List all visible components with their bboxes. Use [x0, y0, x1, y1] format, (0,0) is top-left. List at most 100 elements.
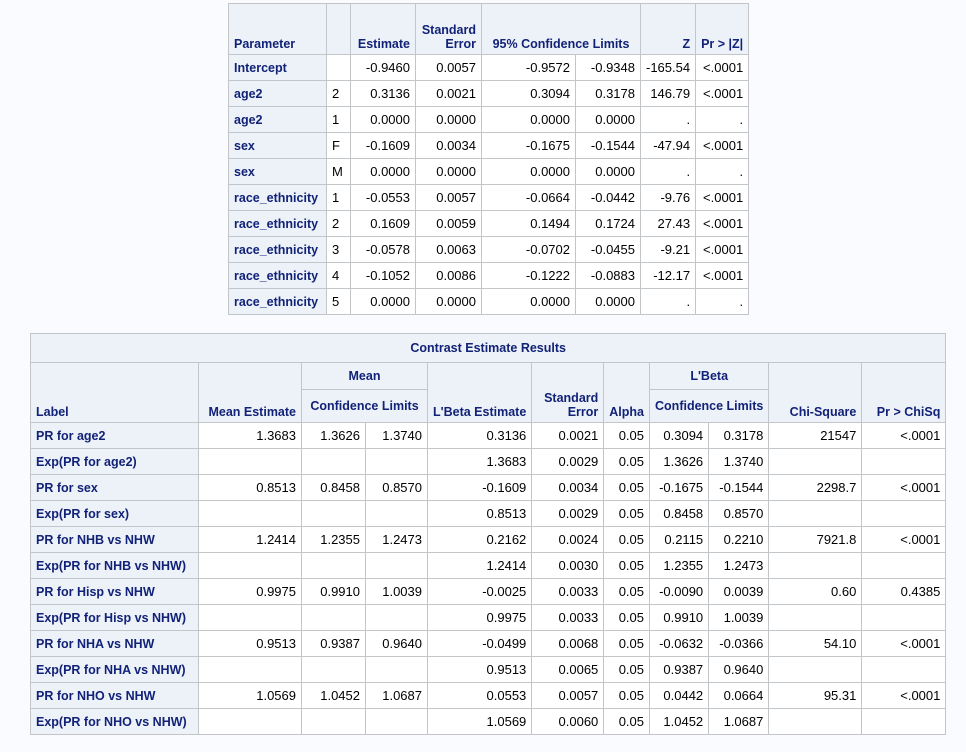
lbeta-cl-upper-cell: -0.1544 [709, 475, 769, 501]
label-cell: PR for NHO vs NHW [31, 683, 199, 709]
cl-lower-cell: -0.1675 [482, 133, 576, 159]
mean-cl-upper-cell [366, 553, 428, 579]
standard-error-cell: 0.0057 [416, 55, 482, 81]
chi-square-cell: 7921.8 [769, 527, 862, 553]
parameter-table-row: race_ethnicity 2 0.1609 0.0059 0.1494 0.… [229, 211, 749, 237]
alpha-cell: 0.05 [604, 423, 650, 449]
pr-z-cell: <.0001 [696, 237, 749, 263]
column-header-level [327, 4, 351, 55]
contrast-table-row: PR for Hisp vs NHW 0.9975 0.9910 1.0039 … [31, 579, 946, 605]
level-cell: 2 [327, 211, 351, 237]
mean-estimate-cell: 0.9975 [199, 579, 302, 605]
contrast-table-row: Exp(PR for sex) 0.8513 0.0029 0.05 0.845… [31, 501, 946, 527]
standard-error-cell: 0.0057 [416, 185, 482, 211]
mean-estimate-cell [199, 501, 302, 527]
label-cell: Exp(PR for NHO vs NHW) [31, 709, 199, 735]
column-header-confidence-limits: 95% Confidence Limits [482, 4, 641, 55]
lbeta-cl-lower-cell: 1.3626 [650, 449, 709, 475]
lbeta-cl-lower-cell: 0.8458 [650, 501, 709, 527]
pr-z-cell: <.0001 [696, 133, 749, 159]
column-header-estimate: Estimate [351, 4, 416, 55]
parameter-cell: race_ethnicity [229, 185, 327, 211]
z-cell: -47.94 [641, 133, 696, 159]
cl-upper-cell: 0.0000 [576, 107, 641, 133]
cl-upper-cell: 0.0000 [576, 159, 641, 185]
standard-error-cell: 0.0068 [532, 631, 604, 657]
level-cell: M [327, 159, 351, 185]
cl-upper-cell: -0.0883 [576, 263, 641, 289]
mean-cl-lower-cell [302, 501, 366, 527]
column-header-z: Z [641, 4, 696, 55]
group-header-lbeta: L'Beta [650, 363, 769, 390]
parameter-table-row: race_ethnicity 5 0.0000 0.0000 0.0000 0.… [229, 289, 749, 315]
parameter-estimates-table-container: Parameter Estimate Standard Error 95% Co… [228, 3, 749, 315]
cl-lower-cell: 0.0000 [482, 289, 576, 315]
level-cell: 1 [327, 107, 351, 133]
label-cell: Exp(PR for NHA vs NHW) [31, 657, 199, 683]
standard-error-cell: 0.0034 [532, 475, 604, 501]
contrast-table-row: Exp(PR for NHB vs NHW) 1.2414 0.0030 0.0… [31, 553, 946, 579]
mean-cl-lower-cell: 0.9910 [302, 579, 366, 605]
standard-error-cell: 0.0063 [416, 237, 482, 263]
lbeta-estimate-cell: 0.2162 [428, 527, 532, 553]
estimate-cell: -0.0553 [351, 185, 416, 211]
cl-lower-cell: 0.0000 [482, 107, 576, 133]
z-cell: -9.76 [641, 185, 696, 211]
column-header-pr-z: Pr > |Z| [696, 4, 749, 55]
pr-chisq-cell: <.0001 [862, 631, 946, 657]
contrast-table-row: Exp(PR for age2) 1.3683 0.0029 0.05 1.36… [31, 449, 946, 475]
z-cell: . [641, 107, 696, 133]
mean-estimate-cell [199, 657, 302, 683]
lbeta-cl-lower-cell: 0.2115 [650, 527, 709, 553]
lbeta-cl-upper-cell: 0.8570 [709, 501, 769, 527]
level-cell: 4 [327, 263, 351, 289]
standard-error-cell: 0.0029 [532, 449, 604, 475]
alpha-cell: 0.05 [604, 449, 650, 475]
lbeta-cl-upper-cell: 0.2210 [709, 527, 769, 553]
lbeta-cl-upper-cell: 1.0039 [709, 605, 769, 631]
mean-cl-lower-cell: 0.9387 [302, 631, 366, 657]
cl-lower-cell: 0.0000 [482, 159, 576, 185]
chi-square-cell: 0.60 [769, 579, 862, 605]
column-header-chi-square: Chi-Square [769, 363, 862, 423]
estimate-cell: 0.0000 [351, 107, 416, 133]
lbeta-cl-upper-cell: -0.0366 [709, 631, 769, 657]
label-cell: Exp(PR for Hisp vs NHW) [31, 605, 199, 631]
lbeta-cl-upper-cell: 0.9640 [709, 657, 769, 683]
pr-chisq-cell [862, 709, 946, 735]
mean-estimate-cell [199, 553, 302, 579]
standard-error-cell: 0.0059 [416, 211, 482, 237]
label-cell: Exp(PR for NHB vs NHW) [31, 553, 199, 579]
lbeta-cl-lower-cell: -0.0632 [650, 631, 709, 657]
lbeta-cl-lower-cell: -0.1675 [650, 475, 709, 501]
cl-upper-cell: 0.1724 [576, 211, 641, 237]
column-header-lbeta-confidence-limits: Confidence Limits [650, 390, 769, 423]
estimate-cell: -0.0578 [351, 237, 416, 263]
lbeta-estimate-cell: 0.3136 [428, 423, 532, 449]
standard-error-cell: 0.0000 [416, 159, 482, 185]
pr-chisq-cell: 0.4385 [862, 579, 946, 605]
estimate-cell: -0.1052 [351, 263, 416, 289]
mean-cl-upper-cell: 1.3740 [366, 423, 428, 449]
parameter-cell: age2 [229, 107, 327, 133]
chi-square-cell [769, 657, 862, 683]
mean-estimate-cell [199, 449, 302, 475]
standard-error-cell: 0.0021 [532, 423, 604, 449]
lbeta-cl-lower-cell: 0.0442 [650, 683, 709, 709]
mean-cl-lower-cell [302, 709, 366, 735]
parameter-table-row: age2 1 0.0000 0.0000 0.0000 0.0000 . . [229, 107, 749, 133]
pr-z-cell: . [696, 159, 749, 185]
mean-estimate-cell: 0.8513 [199, 475, 302, 501]
label-cell: PR for age2 [31, 423, 199, 449]
label-cell: PR for Hisp vs NHW [31, 579, 199, 605]
mean-cl-lower-cell: 0.8458 [302, 475, 366, 501]
standard-error-cell: 0.0024 [532, 527, 604, 553]
mean-cl-lower-cell [302, 605, 366, 631]
column-header-standard-error: Standard Error [416, 4, 482, 55]
estimate-cell: 0.3136 [351, 81, 416, 107]
cl-upper-cell: -0.0442 [576, 185, 641, 211]
estimate-cell: 0.1609 [351, 211, 416, 237]
label-cell: Exp(PR for age2) [31, 449, 199, 475]
standard-error-cell: 0.0034 [416, 133, 482, 159]
z-cell: . [641, 289, 696, 315]
